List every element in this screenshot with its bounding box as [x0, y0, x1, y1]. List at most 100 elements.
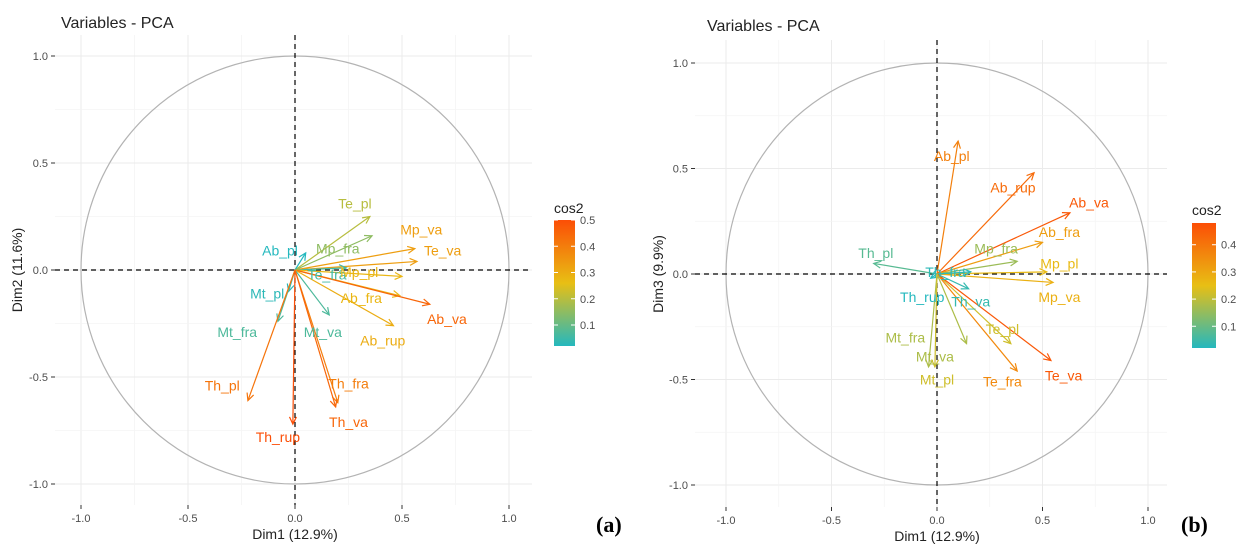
arrowhead-Ab_fra: [1034, 240, 1044, 249]
label-Mt_va: Mt_va: [916, 348, 954, 364]
arrow-Th_rup: [292, 269, 296, 425]
pca-chart-b: Ab_pl Ab_rup Ab_va Ab_fra Mp_fra Mp_pl Mp_va Th…: [650, 18, 1236, 544]
legend-tick-label: 0.4: [1221, 240, 1236, 252]
label-Mp_fra: Mp_fra: [316, 241, 360, 257]
label-Ab_va: Ab_va: [1069, 194, 1109, 210]
legend-tick-label: 0.1: [1221, 321, 1236, 333]
legend: cos2 0.1 0.2 0.3 0.4: [1192, 202, 1236, 348]
label-Th_fra: Th_fra: [925, 264, 966, 280]
legend-tick-label: 0.2: [1221, 294, 1236, 306]
arrowhead-Ab_pl: [953, 139, 961, 149]
chart-title: Variables - PCA: [61, 15, 174, 32]
pca-panel-a: Te_pl Mp_va Te_va Mp_fra Ab_pl Te_fra Mp_pl Ab_…: [9, 15, 622, 542]
arrow-Ab_va: [936, 212, 1071, 275]
y-axis-label: Dim2 (11.6%): [9, 228, 25, 313]
label-Ab_pl: Ab_pl: [934, 148, 970, 164]
y-tick-label: -1.0: [669, 480, 688, 492]
label-Mp_fra: Mp_fra: [974, 241, 1018, 257]
label-Th_va: Th_va: [329, 414, 368, 430]
arrow-Ab_pl: [294, 252, 307, 271]
label-Ab_va: Ab_va: [427, 311, 467, 327]
arrowhead-Th_va: [329, 398, 338, 409]
label-Ab_fra: Ab_fra: [1039, 224, 1080, 240]
label-Mt_fra: Mt_fra: [886, 329, 926, 345]
label-Te_fra: Te_fra: [308, 266, 347, 282]
y-tick-label: -0.5: [29, 372, 48, 384]
legend-tick-label: 0.1: [580, 320, 595, 332]
variable-arrows: [872, 139, 1072, 373]
arrowhead-Mt_pl: [286, 283, 295, 293]
legend-colorbar: [1192, 223, 1216, 348]
arrow-Ab_fra: [936, 241, 1043, 275]
arrow-Th_pl: [873, 262, 938, 275]
arrow-Mt_va: [936, 273, 968, 344]
x-axis-label: Dim1 (12.9%): [252, 526, 338, 542]
legend-colorbar: [554, 220, 575, 346]
y-tick-label: 1.0: [33, 51, 48, 63]
label-Th_pl: Th_pl: [205, 378, 240, 394]
y-tick-label: 0.5: [33, 158, 48, 170]
arrow-Mp_fra: [294, 235, 373, 271]
arrowhead-Mt_fra: [925, 359, 934, 369]
arrowhead-Ab_va: [1061, 212, 1072, 220]
legend-tick-label: 0.3: [580, 268, 595, 280]
arrowhead-Th_pl: [246, 392, 255, 402]
arrowhead-Mp_fra: [1009, 258, 1019, 267]
y-tick-label: 0.0: [33, 265, 48, 277]
y-tick-label: 1.0: [673, 58, 688, 70]
arrow-Ab_va: [294, 269, 430, 305]
label-Mt_va: Mt_va: [304, 324, 342, 340]
x-axis-label: Dim1 (12.9%): [894, 528, 980, 544]
x-tick-label: -1.0: [72, 513, 91, 525]
arrow-Ab_pl: [936, 140, 959, 275]
arrowhead-Ab_va: [421, 298, 432, 307]
x-tick-label: -0.5: [179, 513, 198, 525]
arrow-Te_fra: [936, 273, 1018, 372]
x-tick-label: -0.5: [822, 515, 841, 527]
arrowhead-Te_va: [409, 257, 419, 266]
label-Ab_rup: Ab_rup: [360, 333, 405, 349]
arrowhead-Ab_pl: [298, 251, 307, 261]
arrowhead-Te_fra: [1009, 363, 1019, 373]
label-Mp_pl: Mp_pl: [340, 264, 378, 280]
arrowhead-Mt_pl: [931, 359, 940, 369]
arrow-Mp_fra: [936, 260, 1018, 275]
legend: cos2 0.1 0.2 0.3 0.4 0.5: [554, 200, 595, 346]
x-tick-label: 1.0: [501, 513, 516, 525]
arrowhead-Th_rup: [288, 416, 297, 426]
legend-tick-label: 0.2: [580, 294, 595, 306]
label-Ab_fra: Ab_fra: [341, 290, 382, 306]
y-tick-label: 0.0: [673, 269, 688, 281]
arrowhead-Th_fra: [963, 268, 973, 277]
label-Ab_rup: Ab_rup: [990, 179, 1035, 195]
arrowhead-Te_pl: [361, 215, 372, 224]
arrow-Ab_rup: [936, 172, 1035, 275]
arrow-Mp_va: [294, 248, 415, 271]
arrow-Th_va: [936, 273, 969, 290]
legend-title: cos2: [1192, 202, 1222, 218]
arrow-Mp_pl: [294, 269, 403, 278]
arrowhead-Mp_va: [1045, 277, 1055, 286]
arrowhead-Ab_rup: [385, 318, 395, 327]
label-Te_pl: Te_pl: [338, 196, 371, 212]
x-tick-label: 0.0: [929, 515, 944, 527]
legend-tick-label: 0.4: [580, 241, 595, 253]
arrowhead-Th_va: [960, 282, 970, 290]
panel-b-tag: (b): [1181, 512, 1208, 537]
label-Mt_pl: Mt_pl: [920, 372, 954, 388]
arrow-Mp_va: [936, 273, 1054, 284]
pca-panel-b: Ab_pl Ab_rup Ab_va Ab_fra Mp_fra Mp_pl Mp_va Th…: [645, 0, 1252, 545]
arrow-Te_fra: [294, 267, 347, 271]
arrow-Mp_pl: [936, 271, 1047, 275]
arrowhead-Mt_fra: [276, 313, 284, 323]
axis-ticks: -1.0 -0.5 0.0 0.5 1.0 -1.0 -0.5 0.0 0.5 1.0: [669, 58, 1156, 527]
arrow-Te_va: [936, 273, 1052, 361]
legend-tick-label: 0.5: [580, 215, 595, 227]
arrow-Te_pl: [294, 216, 371, 271]
label-Th_va: Th_va: [951, 293, 990, 309]
arrowhead-Th_pl: [872, 260, 882, 269]
x-tick-label: 0.5: [394, 513, 409, 525]
label-Mt_fra: Mt_fra: [217, 324, 257, 340]
chart-title: Variables - PCA: [707, 18, 820, 35]
